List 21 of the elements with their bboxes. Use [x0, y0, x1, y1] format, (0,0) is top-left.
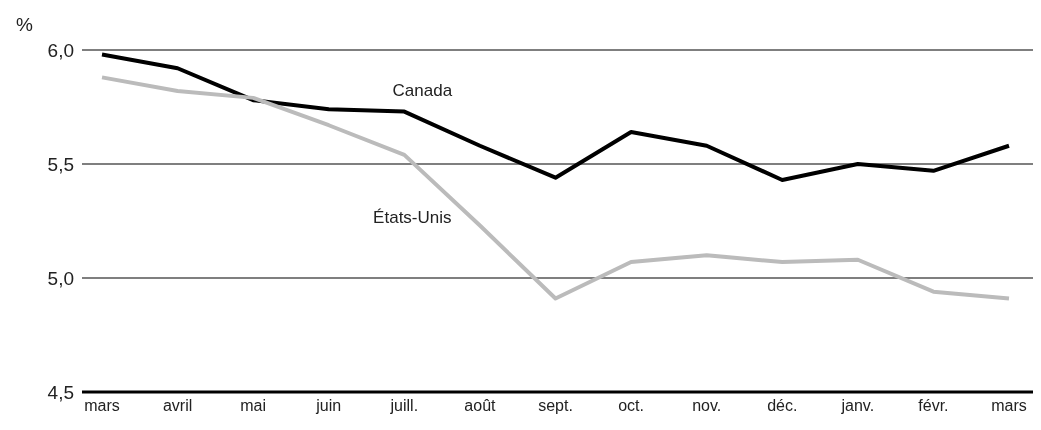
y-tick-label: 6,0	[47, 39, 74, 61]
series-label: Canada	[392, 80, 453, 100]
x-tick-label: oct.	[618, 397, 644, 415]
x-tick-label: avril	[162, 397, 193, 415]
series-label: États-Unis	[373, 207, 452, 227]
y-tick-label: 5,0	[47, 267, 74, 289]
x-tick-label: mars	[991, 397, 1027, 415]
x-tick-label: juin	[315, 397, 342, 415]
y-axis-title: %	[16, 14, 33, 36]
y-tick-label: 4,5	[47, 381, 74, 403]
x-tick-label: mai	[240, 397, 267, 415]
y-tick-label: 5,5	[47, 153, 74, 175]
line-series	[100, 75, 1011, 301]
x-tick-label: sept.	[538, 397, 573, 415]
x-tick-label: déc.	[767, 397, 798, 415]
x-tick-label: mars	[84, 397, 120, 415]
x-tick-label: août	[464, 397, 497, 415]
x-tick-label: nov.	[692, 397, 722, 415]
x-tick-label: janv.	[840, 397, 875, 415]
x-tick-label: févr.	[918, 397, 949, 415]
x-tick-label: juill.	[389, 397, 419, 415]
